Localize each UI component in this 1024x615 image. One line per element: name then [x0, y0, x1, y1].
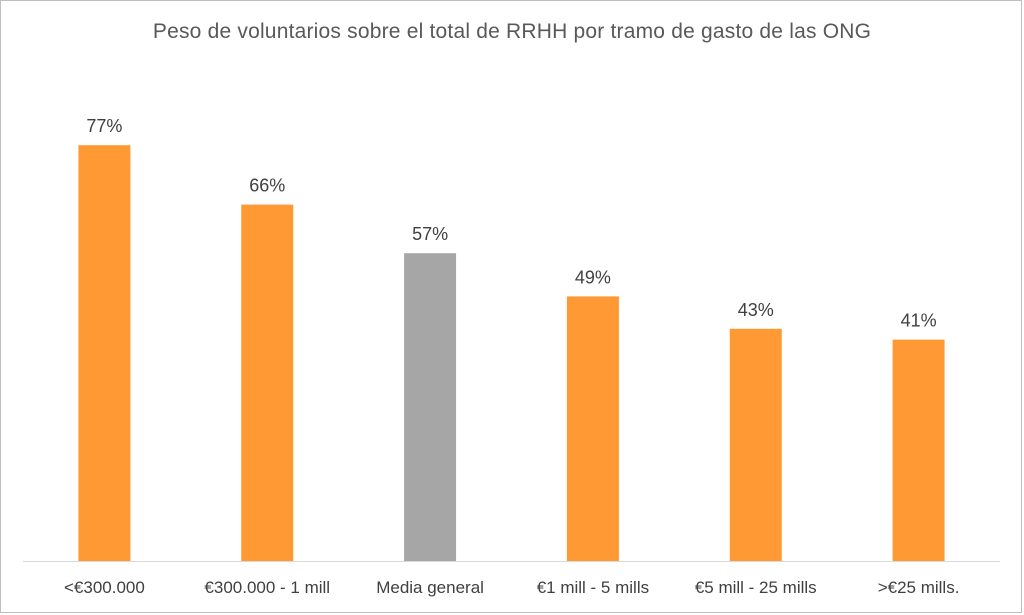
x-tick-label-cat-6: >€25 mills.: [878, 578, 960, 597]
data-labels-layer: 77% 66% 57% 49% 43% 41%: [86, 116, 936, 330]
data-label-cat-5: 43%: [738, 300, 774, 320]
bar-cat-2: [241, 204, 294, 561]
bar-cat-3: [404, 253, 457, 561]
x-tick-label-cat-2: €300.000 - 1 mill: [204, 578, 330, 597]
data-label-cat-3: 57%: [412, 224, 448, 244]
data-label-cat-1: 77%: [86, 116, 122, 136]
bars-layer: [78, 145, 945, 561]
chart-title: Peso de voluntarios sobre el total de RR…: [152, 20, 872, 43]
x-tick-label-cat-4: €1 mill - 5 mills: [537, 578, 649, 597]
bar-cat-4: [566, 296, 619, 561]
data-label-cat-2: 66%: [249, 176, 285, 196]
x-tick-labels-layer: <€300.000 €300.000 - 1 mill Media general €…: [64, 578, 959, 597]
bar-cat-6: [892, 339, 945, 561]
x-tick-label-cat-1: <€300.000: [64, 578, 145, 597]
bar-cat-1: [78, 145, 131, 561]
bar-cat-5: [729, 328, 782, 561]
x-tick-label-cat-3: Media general: [376, 578, 484, 597]
data-label-cat-6: 41%: [901, 311, 937, 331]
data-label-cat-4: 49%: [575, 267, 611, 287]
x-tick-label-cat-5: €5 mill - 25 mills: [695, 578, 817, 597]
